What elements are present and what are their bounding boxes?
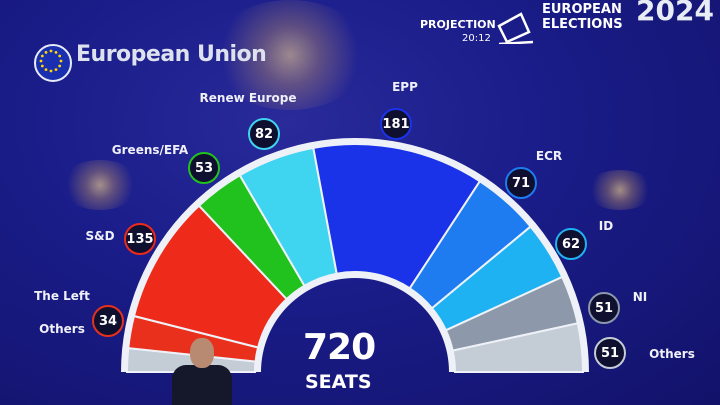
party-label-renew-europe: Renew Europe: [199, 91, 297, 105]
total-seats-value: 720: [303, 327, 376, 368]
segment-others: [451, 322, 585, 373]
seat-badge-ni: 51: [588, 292, 620, 324]
party-label-others: Others: [649, 347, 695, 361]
org-title: European Union: [76, 42, 267, 67]
left-others-label: Others: [39, 322, 85, 336]
seat-badge-epp: 181: [380, 108, 412, 140]
seat-badge-id: 62: [555, 228, 587, 260]
seat-badge-others: 51: [594, 337, 626, 369]
event-line2: ELECTIONS: [542, 17, 623, 32]
eu-flag-icon: [34, 44, 72, 82]
total-seats-label: SEATS: [305, 371, 372, 393]
seat-badge-ecr: 71: [505, 167, 537, 199]
party-label-ecr: ECR: [535, 149, 563, 163]
party-label-epp: EPP: [392, 80, 418, 94]
party-label-the-left: The Left: [34, 289, 90, 303]
seat-badge-s-d: 135: [124, 223, 156, 255]
event-year: 2024: [636, 0, 714, 27]
ballot-box-icon: [497, 12, 534, 44]
party-label-s-d: S&D: [85, 229, 115, 243]
party-label-id: ID: [598, 219, 614, 233]
seat-badge-renew-europe: 82: [248, 118, 280, 150]
seat-badge-the-left: 34: [92, 305, 124, 337]
presenter: [172, 365, 232, 405]
presenter-head: [190, 338, 214, 368]
event-line1: EUROPEAN: [542, 2, 622, 17]
party-label-greens-efa: Greens/EFA: [111, 143, 189, 157]
party-label-ni: NI: [632, 290, 648, 304]
projection-label: PROJECTION: [420, 18, 496, 31]
seat-badge-greens-efa: 53: [188, 152, 220, 184]
projection-time: 20:12: [462, 33, 491, 44]
